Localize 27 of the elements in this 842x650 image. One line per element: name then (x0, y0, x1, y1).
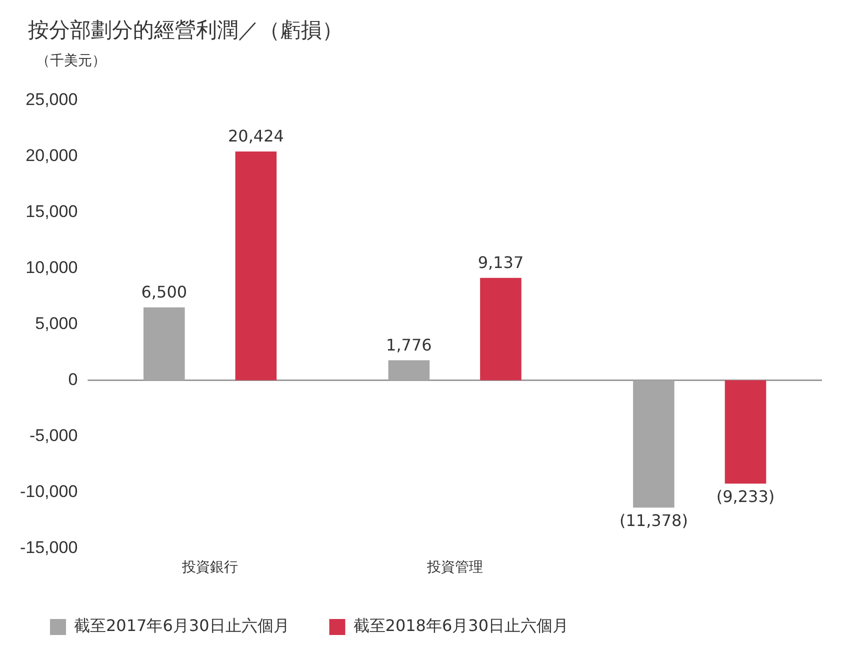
data-label: (11,378) (619, 510, 688, 530)
data-label: 6,500 (141, 282, 188, 302)
y-tick-label: 5,000 (35, 314, 78, 333)
data-label: 1,776 (386, 335, 432, 354)
bar (235, 151, 277, 380)
y-tick-label: 10,000 (26, 258, 78, 277)
chart-title: 按分部劃分的經營利潤／（虧損） (28, 17, 343, 44)
data-label: (9,233) (716, 486, 775, 506)
y-tick-label: 15,000 (26, 202, 78, 221)
bar (724, 380, 766, 484)
y-tick-label: 25,000 (26, 90, 78, 109)
bar (480, 278, 522, 380)
bar (144, 307, 185, 380)
y-tick-label: 20,000 (26, 146, 78, 165)
chart-subtitle: （千美元） (36, 52, 106, 70)
x-tick-label: 投資管理 (426, 558, 483, 574)
legend-label: 截至2018年6月30日止六個月 (353, 616, 569, 636)
legend-label: 截至2017年6月30日止六個月 (74, 616, 290, 636)
y-tick-label: -5,000 (29, 426, 78, 445)
data-label: 20,424 (228, 126, 284, 146)
bar (388, 360, 430, 380)
y-tick-label: -10,000 (20, 482, 78, 501)
x-tick-label: 投資銀行 (181, 558, 238, 574)
data-label: 9,137 (478, 253, 524, 272)
y-tick-label: 0 (68, 370, 78, 389)
bar (633, 380, 674, 508)
y-tick-label: -15,000 (20, 538, 78, 557)
